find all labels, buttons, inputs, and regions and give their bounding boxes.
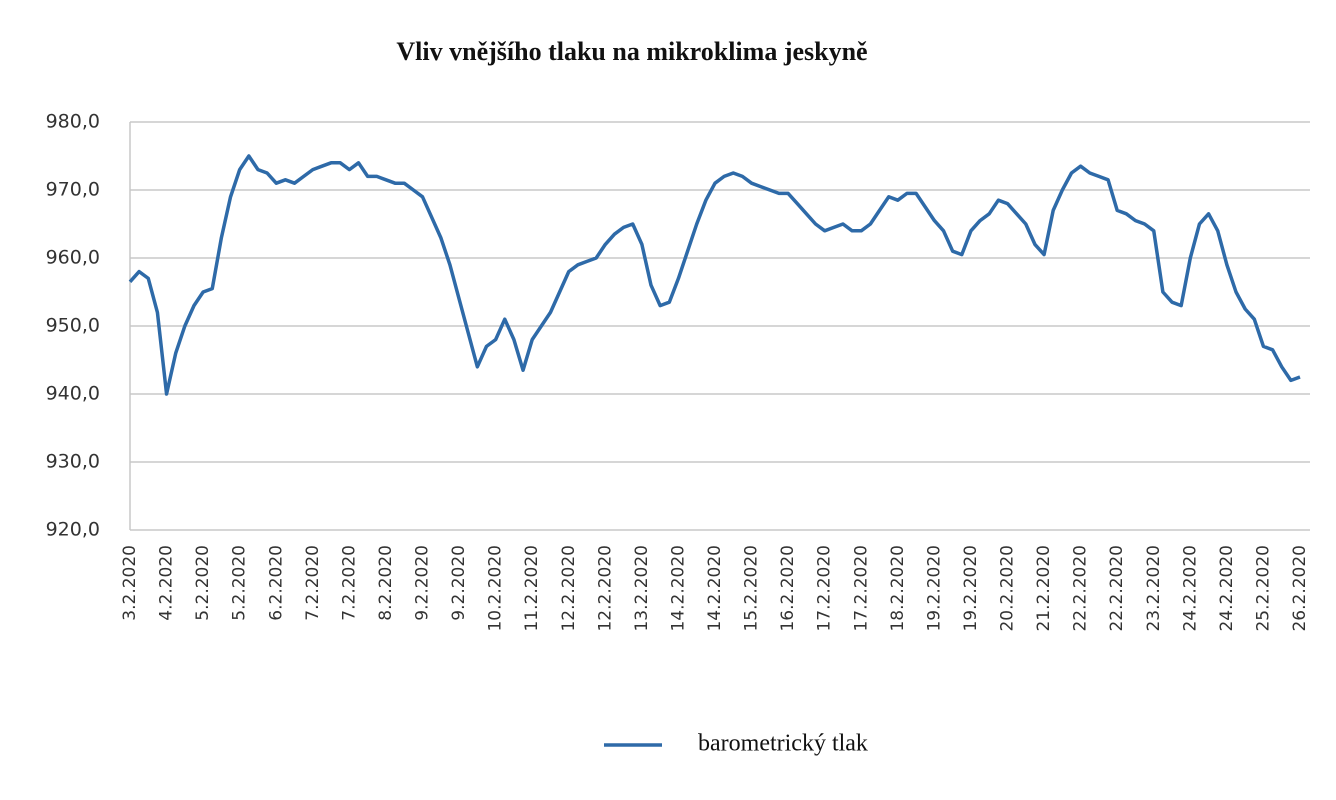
x-tick-label: 7.2.2020 (339, 545, 359, 621)
data-line (128, 154, 1301, 396)
y-tick-label: 950,0 (46, 315, 100, 337)
y-tick-label: 940,0 (46, 383, 100, 405)
y-tick-label: 980,0 (46, 111, 100, 133)
x-tick-label: 24.2.2020 (1180, 545, 1200, 632)
x-tick-label: 8.2.2020 (376, 545, 396, 621)
x-tick-label: 26.2.2020 (1290, 545, 1310, 632)
x-tick-label: 10.2.2020 (486, 545, 506, 632)
x-tick-label: 9.2.2020 (413, 545, 433, 621)
x-tick-label: 24.2.2020 (1217, 545, 1237, 632)
x-tick-label: 17.2.2020 (851, 545, 871, 632)
x-tick-label: 9.2.2020 (449, 545, 469, 621)
x-tick-label: 18.2.2020 (888, 545, 908, 632)
x-tick-label: 20.2.2020 (998, 545, 1018, 632)
x-tick-label: 22.2.2020 (1071, 545, 1091, 632)
x-tick-label: 16.2.2020 (778, 545, 798, 632)
x-tick-label: 14.2.2020 (668, 545, 688, 632)
x-tick-label: 5.2.2020 (193, 545, 213, 621)
y-tick-label: 920,0 (46, 519, 100, 541)
x-tick-label: 15.2.2020 (742, 545, 762, 632)
x-tick-label: 11.2.2020 (522, 545, 542, 632)
y-tick-label: 930,0 (46, 451, 100, 473)
y-tick-label: 970,0 (46, 179, 100, 201)
x-tick-label: 13.2.2020 (632, 545, 652, 632)
x-tick-label: 12.2.2020 (559, 545, 579, 632)
x-tick-label: 22.2.2020 (1107, 545, 1127, 632)
x-tick-label: 19.2.2020 (961, 545, 981, 632)
x-tick-label: 3.2.2020 (120, 545, 140, 621)
x-tick-label: 12.2.2020 (595, 545, 615, 632)
x-tick-label: 5.2.2020 (230, 545, 250, 621)
x-tick-label: 25.2.2020 (1253, 545, 1273, 632)
x-tick-label: 23.2.2020 (1144, 545, 1164, 632)
x-tick-label: 6.2.2020 (266, 545, 286, 621)
x-tick-label: 4.2.2020 (157, 545, 177, 621)
y-tick-label: 960,0 (46, 247, 100, 269)
legend-label: barometrický tlak (698, 731, 868, 757)
x-tick-label: 19.2.2020 (924, 545, 944, 632)
chart-title: Vliv vnějšího tlaku na mikroklima jeskyn… (396, 37, 867, 66)
x-tick-label: 21.2.2020 (1034, 545, 1054, 632)
x-tick-label: 14.2.2020 (705, 545, 725, 632)
x-tick-label: 7.2.2020 (303, 545, 323, 621)
x-tick-label: 17.2.2020 (815, 545, 835, 632)
